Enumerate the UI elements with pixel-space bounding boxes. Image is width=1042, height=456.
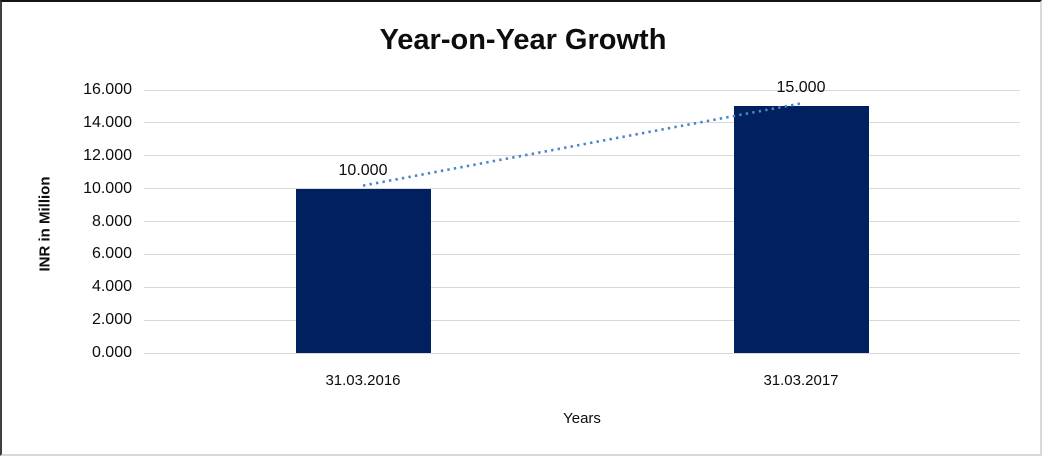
y-tick-label: 4.000 — [91, 278, 132, 296]
bar-value-label: 15.000 — [776, 79, 826, 97]
gridline — [144, 155, 1020, 157]
gridline — [144, 253, 1020, 255]
y-tick-label: 10.000 — [83, 179, 132, 197]
x-tick-label: 31.03.2016 — [325, 372, 401, 389]
bar-31.03.2017 — [733, 106, 869, 353]
plot-area: 10.000 15.000 31.03.2016 31.03.2017 — [144, 79, 1020, 389]
gridline — [144, 352, 1020, 354]
y-tick-label: 14.000 — [83, 113, 132, 131]
y-tick-label: 16.000 — [83, 81, 132, 98]
gridline — [144, 188, 1020, 190]
gridline — [144, 89, 1020, 91]
gridline — [144, 221, 1020, 222]
gridline — [144, 319, 1020, 321]
bar-31.03.2016 — [295, 188, 431, 353]
x-axis-title: Years — [563, 410, 601, 427]
chart-title: Year-on-Year Growth — [379, 24, 667, 56]
y-tick-label: 12.000 — [83, 146, 132, 164]
y-tick-label: 6.000 — [91, 245, 132, 263]
x-tick-label: 31.03.2017 — [763, 372, 839, 389]
y-tick-label: 0.000 — [91, 344, 132, 361]
gridline — [144, 286, 1020, 288]
bar-value-label: 10.000 — [338, 161, 388, 179]
y-tick-label: 8.000 — [91, 212, 132, 230]
y-tick-label: 2.000 — [91, 311, 132, 329]
gridline — [144, 122, 1020, 124]
